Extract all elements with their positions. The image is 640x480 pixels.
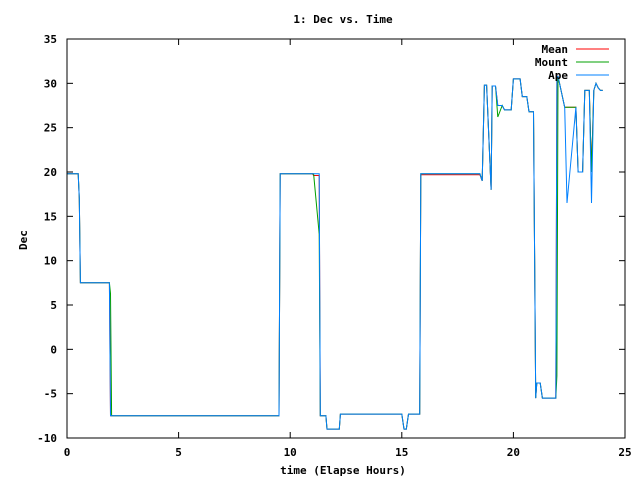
y-tick-label: 15 — [44, 210, 57, 223]
legend-label-mount: Mount — [535, 56, 568, 69]
x-tick-label: 25 — [618, 446, 631, 459]
y-tick-label: 0 — [50, 343, 57, 356]
y-tick-label: 20 — [44, 166, 57, 179]
x-tick-label: 20 — [507, 446, 520, 459]
y-tick-label: 5 — [50, 299, 57, 312]
plot-lines — [67, 75, 603, 430]
x-tick-label: 5 — [175, 446, 182, 459]
series-line-mean — [67, 75, 603, 430]
legend-label-mean: Mean — [542, 43, 569, 56]
y-tick-label: -10 — [37, 432, 57, 445]
y-axis-label: Dec — [17, 230, 30, 250]
y-tick-label: 10 — [44, 255, 57, 268]
y-tick-label: 35 — [44, 33, 57, 46]
y-tick-label: -5 — [44, 388, 57, 401]
plot-frame — [66, 38, 626, 439]
x-tick-label: 0 — [64, 446, 71, 459]
chart-title: 1: Dec vs. Time — [293, 13, 393, 26]
y-axis: -10 -5 0 5 10 15 20 25 30 35 — [37, 33, 625, 445]
series-line-ape — [67, 75, 603, 430]
legend-label-ape: Ape — [548, 69, 568, 82]
x-axis: 0 5 10 15 20 25 — [64, 39, 632, 459]
series-line-mount — [67, 76, 603, 430]
x-tick-label: 15 — [395, 446, 408, 459]
x-tick-label: 10 — [284, 446, 297, 459]
x-axis-label: time (Elapse Hours) — [280, 464, 406, 477]
y-tick-label: 30 — [44, 77, 57, 90]
y-tick-label: 25 — [44, 122, 57, 135]
